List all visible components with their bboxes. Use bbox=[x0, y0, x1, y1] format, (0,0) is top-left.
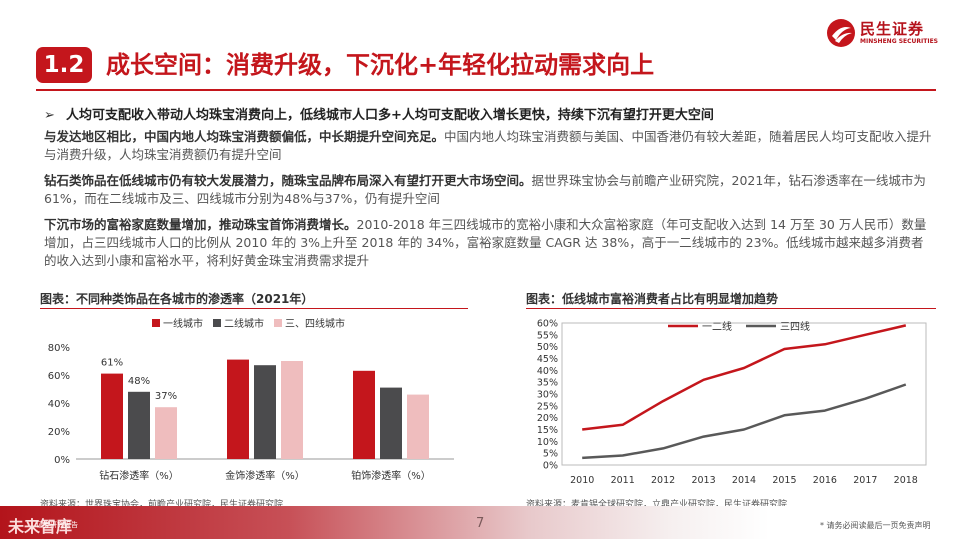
x-category-label: 铂饰渗透率（%） bbox=[351, 469, 431, 482]
y-tick-label: 40% bbox=[537, 366, 558, 377]
affluent-share-line-chart: 0%5%10%15%20%25%30%35%40%45%50%55%60% 201… bbox=[537, 319, 927, 486]
bar-data-label: 48% bbox=[128, 376, 150, 387]
bar-2-2 bbox=[407, 394, 429, 459]
penetration-bar-chart: 一线城市 二线城市 三、四线城市 0% 20% 40% 60% 80% 61% 48% 37% 钻石渗… bbox=[48, 317, 454, 482]
x-category-label: 金饰渗透率（%） bbox=[225, 469, 305, 482]
page-footer: 未来智库 证券研究报告 7 * 请务必阅读最后一页免责声明 bbox=[0, 506, 962, 539]
x-tick-label: 2018 bbox=[894, 475, 918, 486]
bar-1-0 bbox=[227, 359, 249, 459]
key-point-bullet: ➢ 人均可支配收入带动人均珠宝消费向上，低线城市人口多+人均可支配收入增长更快，持… bbox=[44, 104, 714, 123]
legend-label-2: 三、四线城市 bbox=[285, 317, 345, 330]
logo-mark-icon bbox=[827, 19, 855, 47]
bar-1-1 bbox=[254, 365, 276, 459]
y-tick-label: 45% bbox=[537, 354, 558, 365]
legend-label-1: 三四线 bbox=[780, 320, 810, 333]
bar-0-2 bbox=[155, 407, 177, 459]
paragraph-2-body: 据世界珠宝协会与前瞻产业研究院，2021年，钻石渗透率在一线城市为61%，而在二… bbox=[44, 173, 926, 206]
footer-report-label: 证券研究报告 bbox=[36, 521, 78, 529]
x-tick-label: 2013 bbox=[691, 475, 715, 486]
y-tick-label: 15% bbox=[537, 425, 558, 436]
bar-0-0 bbox=[101, 373, 123, 459]
y-tick-label: 50% bbox=[537, 342, 558, 353]
bar-0-1 bbox=[128, 391, 150, 459]
paragraph-3-lead: 下沉市场的富裕家庭数量增加，推动珠宝首饰消费增长。 bbox=[44, 217, 357, 232]
legend-label-1: 二线城市 bbox=[224, 317, 264, 330]
paragraph-1-lead: 与发达地区相比，中国内地人均珠宝消费额偏低，中长期提升空间充足。 bbox=[44, 129, 445, 144]
y-tick-label: 60% bbox=[537, 319, 558, 330]
bar-chart-title: 图表：不同种类饰品在各城市的渗透率（2021年） bbox=[40, 292, 314, 306]
y-tick-label: 25% bbox=[537, 401, 558, 412]
x-tick-label: 2014 bbox=[732, 475, 756, 486]
paragraph-2-lead: 钻石类饰品在低线城市仍有较大发展潜力，随珠宝品牌布局深入有望打开更大市场空间。 bbox=[44, 173, 532, 188]
series-line-1 bbox=[582, 383, 907, 460]
paragraph-3: 下沉市场的富裕家庭数量增加，推动珠宝首饰消费增长。2010-2018 年三四线城… bbox=[44, 216, 934, 270]
title-divider bbox=[36, 89, 936, 91]
page-title: 成长空间：消费升级，下沉化+年轻化拉动需求向上 bbox=[106, 51, 655, 79]
bar-chart-source: 资料来源：世界珠宝协会，前瞻产业研究院，民生证券研究院 bbox=[40, 500, 284, 510]
line-chart-source: 资料来源：麦肯锡全球研究院，立鼎产业研究院，民生证券研究院 bbox=[526, 500, 788, 510]
page-number: 7 bbox=[476, 516, 485, 531]
x-category-label: 钻石渗透率（%） bbox=[99, 469, 179, 482]
arrow-bullet-icon: ➢ bbox=[44, 108, 55, 123]
x-tick-label: 2016 bbox=[813, 475, 837, 486]
paragraph-1: 与发达地区相比，中国内地人均珠宝消费额偏低，中长期提升空间充足。中国内地人均珠宝… bbox=[44, 128, 934, 164]
y-tick-label: 40% bbox=[48, 399, 70, 410]
line-chart-title-rule bbox=[526, 308, 936, 309]
y-tick-label: 10% bbox=[537, 437, 558, 448]
key-point-text: 人均可支配收入带动人均珠宝消费向上，低线城市人口多+人均可支配收入增长更快，持续… bbox=[66, 108, 714, 123]
x-tick-label: 2015 bbox=[772, 475, 796, 486]
x-tick-label: 2012 bbox=[651, 475, 675, 486]
y-tick-label: 20% bbox=[48, 427, 70, 438]
y-tick-label: 20% bbox=[537, 413, 558, 424]
y-tick-label: 80% bbox=[48, 343, 70, 354]
bar-chart-title-rule bbox=[40, 308, 468, 309]
bar-data-label: 61% bbox=[101, 358, 123, 369]
x-tick-label: 2011 bbox=[611, 475, 635, 486]
legend-label-0: 一线城市 bbox=[163, 317, 203, 330]
bar-data-label: 37% bbox=[155, 391, 177, 402]
legend-label-0: 一二线 bbox=[702, 320, 732, 333]
line-chart-title: 图表：低线城市富裕消费者占比有明显增加趋势 bbox=[526, 292, 779, 306]
logo-cn-text: 民生证券 bbox=[860, 20, 925, 38]
company-logo: 民生证券 MINSHENG SECURITIES bbox=[826, 18, 938, 52]
series-line-0 bbox=[582, 324, 907, 431]
paragraph-1-body: 中国内地人均珠宝消费额与美国、中国香港仍有较大差距，随着居民人均可支配收入提升与… bbox=[44, 129, 932, 162]
x-tick-label: 2017 bbox=[853, 475, 877, 486]
bar-2-0 bbox=[353, 370, 375, 459]
legend-swatch-1 bbox=[213, 319, 221, 327]
y-tick-label: 0% bbox=[54, 455, 70, 466]
logo-en-text: MINSHENG SECURITIES bbox=[860, 38, 938, 45]
y-tick-label: 60% bbox=[48, 371, 70, 382]
y-tick-label: 55% bbox=[537, 330, 558, 341]
section-number: 1.2 bbox=[36, 47, 92, 83]
y-tick-label: 5% bbox=[543, 449, 558, 460]
y-tick-label: 0% bbox=[543, 461, 558, 472]
paragraph-3-body: 2010-2018 年三四线城市的宽裕小康和大众富裕家庭（年可支配收入达到 14… bbox=[44, 217, 927, 268]
disclaimer-text: * 请务必阅读最后一页免责声明 bbox=[820, 521, 931, 530]
bar-1-2 bbox=[281, 361, 303, 459]
plot-frame bbox=[561, 322, 927, 466]
legend-swatch-2 bbox=[274, 319, 282, 327]
footer-watermark: 未来智库 bbox=[8, 517, 73, 536]
y-tick-label: 35% bbox=[537, 378, 558, 389]
bar-2-1 bbox=[380, 387, 402, 459]
y-tick-label: 30% bbox=[537, 390, 558, 401]
paragraph-2: 钻石类饰品在低线城市仍有较大发展潜力，随珠宝品牌布局深入有望打开更大市场空间。据… bbox=[44, 172, 934, 208]
x-tick-label: 2010 bbox=[570, 475, 594, 486]
legend-swatch-0 bbox=[152, 319, 160, 327]
